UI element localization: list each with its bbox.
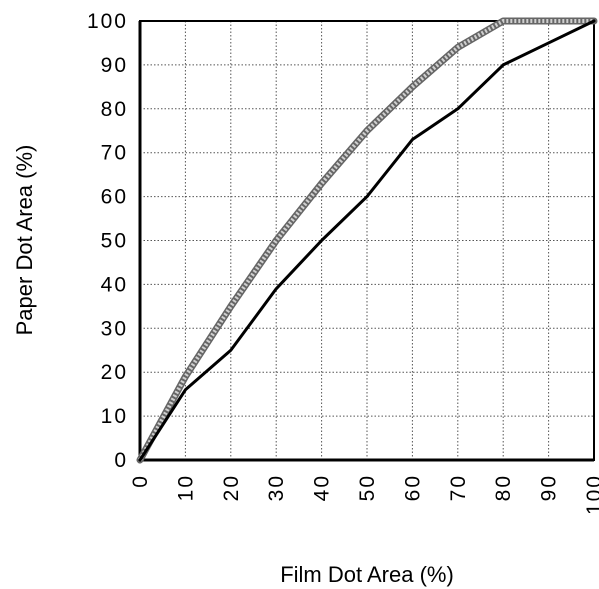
y-tick-label: 60	[101, 186, 128, 209]
series	[136, 17, 598, 464]
y-tick-label: 0	[114, 449, 128, 472]
x-tick-label: 0	[129, 474, 152, 488]
x-tick-label: 90	[538, 474, 561, 501]
x-axis-title: Film Dot Area (%)	[280, 562, 454, 587]
y-tick-label: 90	[101, 54, 128, 77]
y-tick-labels: 0 10 20 30 40 50 60 70 80 90 100	[87, 10, 128, 472]
series-line-black	[138, 19, 596, 462]
x-tick-label: 100	[583, 474, 599, 515]
x-tick-label: 30	[265, 474, 288, 501]
y-tick-label: 30	[101, 317, 128, 340]
y-axis-title: Paper Dot Area (%)	[12, 145, 37, 336]
x-tick-label: 10	[174, 474, 197, 501]
y-tick-label: 40	[101, 273, 128, 296]
y-tick-label: 10	[101, 405, 128, 428]
y-tick-label: 70	[101, 142, 128, 165]
x-tick-label: 60	[401, 474, 424, 501]
y-tick-label: 20	[101, 361, 128, 384]
series-line-gray-texture	[138, 19, 594, 461]
y-tick-label: 50	[101, 230, 128, 253]
y-tick-label: 100	[87, 10, 128, 33]
x-tick-label: 40	[311, 474, 334, 501]
x-tick-labels: 0 10 20 30 40 50 60 70 80 90 100	[129, 474, 599, 515]
grid	[140, 21, 594, 460]
x-tick-label: 80	[492, 474, 515, 501]
x-tick-label: 50	[356, 474, 379, 501]
x-tick-label: 20	[220, 474, 243, 501]
x-tick-label: 70	[447, 474, 470, 501]
y-tick-label: 80	[101, 98, 128, 121]
